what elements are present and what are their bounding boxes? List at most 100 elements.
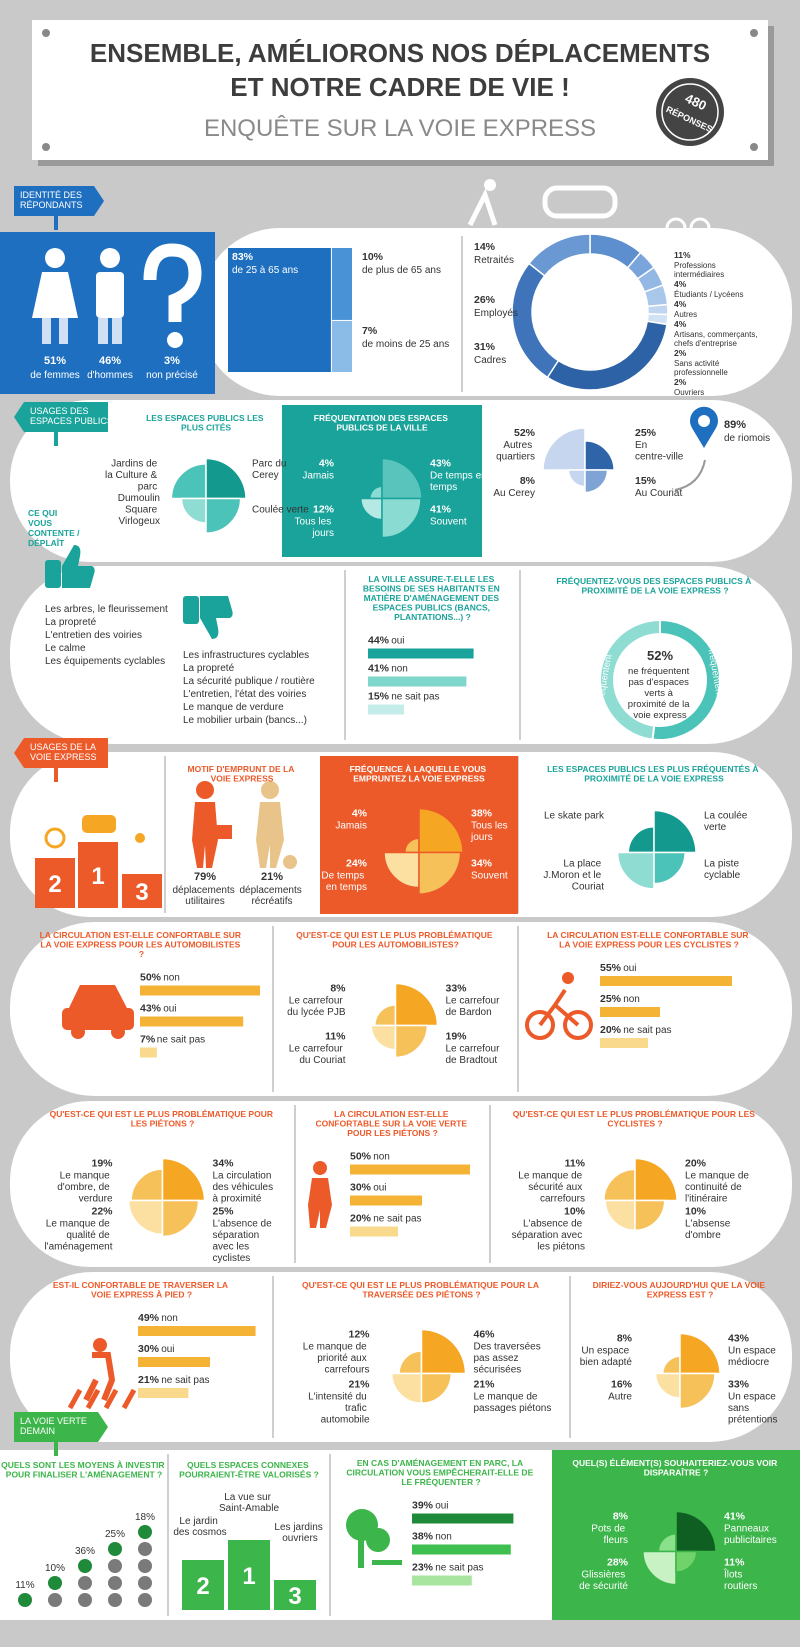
section-label: USAGES DES ESPACES PUBLICS [30,406,113,426]
label: Retraités [474,255,514,266]
text-line: QU'EST-CE QUI EST LE PLUS PROBLÉMATIQUE … [513,1109,758,1119]
text-line: 52% [514,427,536,439]
panel-title: DIRIEZ-VOUS AUJOURD'HUI QUE LA VOIE EXPR… [593,1280,768,1300]
label: L'entretien, l'état des voiries [183,689,306,700]
icon-person [256,802,284,868]
text-line: oui [161,1344,174,1355]
text-line: Coulée verte [252,505,309,516]
road-band [10,1101,792,1267]
text-line: la Culture & [105,470,160,481]
text-line: déplacements [172,885,237,896]
text-line: Retraités [474,255,514,266]
icon-pin [690,406,719,448]
label: Artisans, commerçants, chefs d'entrepris… [674,330,760,348]
text-line: CONFORTABLE SUR LA VOIE VERTE [316,1119,470,1129]
text-line: non [391,664,408,675]
text-line: Professions [674,261,718,270]
icon-ball [283,855,297,869]
text-line: 49% [138,1312,160,1324]
percent: 34% [213,1158,235,1170]
text-line: Tous les [471,821,510,832]
text-line: LES PIÉTONS ? [131,1119,195,1129]
text-line: Jardins de [111,459,160,470]
text-line: de Bradtout [446,1055,498,1066]
screw [750,143,758,151]
text-line: de riomois [724,433,770,444]
quadrant [420,1372,452,1404]
text-line: 11% [15,1580,34,1591]
bar [138,1388,189,1398]
text-line: ESPACES PUBLICS [30,416,113,426]
text-line: 41% [368,663,390,675]
text-line: POUR LES PIÉTONS ? [347,1128,438,1138]
text-line: Cerey [252,470,279,481]
panel-title: QUEL(S) ÉLÉMENT(S) SOUHAITERIEZ-VOUS VOI… [572,1458,779,1478]
percent: 43% [140,1003,162,1015]
text-line: USAGES DES [30,406,91,416]
text-line: 36% [75,1546,95,1557]
screw [42,143,50,151]
text-line: Le skate park [544,811,605,822]
text-line: ENSEMBLE, AMÉLIORONS NOS DÉPLACEMENTS [90,38,710,68]
percent: 22% [91,1206,113,1218]
text-line: jours [311,528,334,539]
ring-segment [599,618,661,741]
money-bag [108,1542,122,1556]
text-line: L'absense [685,1219,733,1230]
text-line: utilitaires [185,896,224,907]
label: Un espace sans prétentions [728,1392,779,1426]
percent: 41% [368,663,390,675]
label: Des traversées pas assez sécurisées [474,1342,544,1376]
text-line: ET NOTRE CADRE DE VIE ! [230,72,569,102]
label: ne sait pas [391,692,439,703]
panel-title: MOTIF D'EMPRUNT DE LA VOIE EXPRESS [188,764,297,784]
quadrant [679,1332,721,1375]
quadrant [130,1168,164,1202]
bar [368,648,474,659]
label: oui [373,1183,386,1194]
text-line: 19% [91,1158,113,1170]
percent: 11% [325,1031,346,1043]
text-line: RÉPONDANTS [20,200,83,210]
label: non [623,994,640,1005]
percent: 2% [674,377,687,387]
text-line: 19% [446,1031,468,1043]
text-line: 12% [348,1329,370,1341]
text-line: 16% [611,1379,633,1391]
money-bag [78,1593,92,1607]
text-line: de 25 à 65 ans [232,265,298,276]
text-line: LES ESPACES PUBLICS LES PLUS FRÉQUENTÉS … [547,764,761,774]
panel-title: LA CIRCULATION EST-ELLE CONFORTABLE SUR … [547,930,751,950]
text-line: trafic [345,1403,369,1414]
text-line: sécurité aux [528,1182,585,1193]
panel-title: FRÉQUENTEZ-VOUS DES ESPACES PUBLICS À PR… [556,576,753,596]
text-line: DISPARAÎTRE ? [644,1467,709,1478]
text-line: IDENTITÉ DES [20,190,85,200]
panel-title: FRÉQUENCE À LAQUELLE VOUS EMPRUNTEZ LA V… [350,764,489,784]
quadrant [418,807,464,854]
percent: 12% [313,504,335,516]
money-bag [138,1576,152,1590]
money-bag [18,1593,32,1607]
text-line: de plus de 65 ans [362,265,441,276]
icon-car [82,815,116,833]
text-line: jours [470,832,493,843]
text-line: oui [163,1004,176,1015]
percent: 4% [674,279,687,289]
text-line: 30% [350,1182,372,1194]
text-line: FRÉQUENTATION DES ESPACES [314,413,451,423]
icon-person [261,781,279,799]
tag-post [54,768,58,782]
text-line: du lycée PJB [287,1007,346,1018]
text-line: De temps [321,871,367,882]
text-line: non [161,1313,178,1324]
icon-walker [135,833,145,843]
text-line: QU'EST-CE QUI EST LE PLUS PROBLÉMATIQUE [296,930,495,940]
age-block [228,248,331,372]
text-line: 4% [674,319,687,329]
section-label: CE QUI VOUS CONTENTE / DÉPLAÎT [28,508,82,548]
percent: 20% [350,1213,372,1225]
text-line: Les arbres, le fleurissement [45,604,168,615]
icon-head [313,1161,327,1175]
label: Les arbres, le fleurissement [45,604,168,615]
